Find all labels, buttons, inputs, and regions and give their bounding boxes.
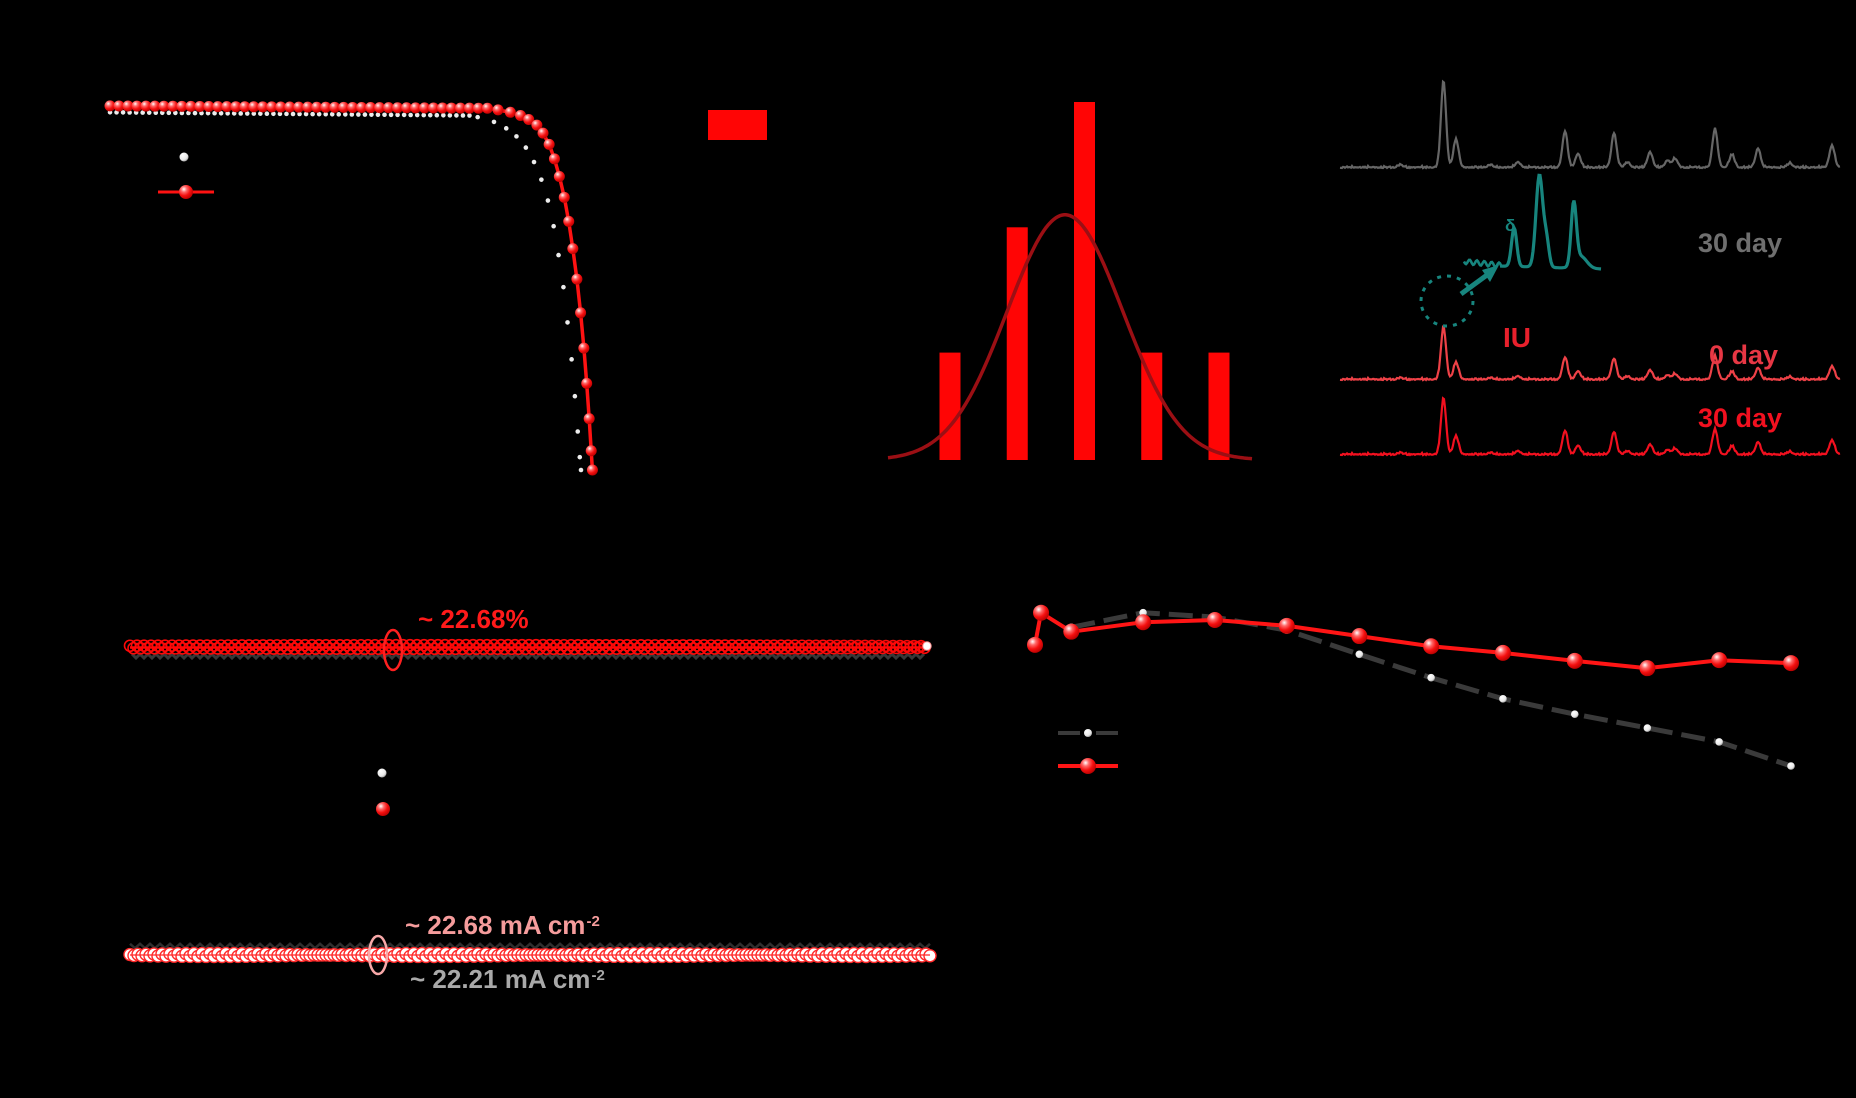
pce-band-control xyxy=(130,651,926,661)
xrd-iu-30day-label: 30 day xyxy=(1698,403,1783,433)
aging-legend-control-marker-icon xyxy=(1084,729,1092,737)
inset-arrowhead-icon xyxy=(1482,265,1499,282)
pce-band-endpoint xyxy=(922,641,932,651)
steady-legend-iu-marker-icon xyxy=(376,802,390,816)
histogram-bar xyxy=(1006,227,1028,460)
histogram-legend-swatch xyxy=(708,110,767,140)
steady-state-chart xyxy=(123,628,937,976)
jv-legend xyxy=(158,152,214,199)
delta-phase-label: δ xyxy=(1505,216,1516,235)
jsc-control-annotation: ~ 22.21 mA cm-2 xyxy=(410,966,605,992)
aging-chart xyxy=(1027,604,1799,770)
dashed-circle-icon xyxy=(1419,274,1475,328)
jv-legend-iu-marker-icon xyxy=(179,185,193,199)
pce-ellipse-annotation xyxy=(382,628,404,672)
histogram-bar xyxy=(1208,352,1230,460)
xrd-iu-0day-label: 0 day xyxy=(1709,340,1779,370)
inset-arrow-icon xyxy=(1459,272,1489,297)
jsc-iu-annotation-sup: -2 xyxy=(586,912,600,930)
jsc-control-annotation-sup: -2 xyxy=(591,966,605,984)
jsc-iu-annotation: ~ 22.68 mA cm-2 xyxy=(405,912,600,938)
xrd-control-30day-label: 30 day xyxy=(1698,228,1783,258)
xrd-trace-control-30day xyxy=(1339,79,1841,170)
jv-chart xyxy=(104,100,598,476)
aging-legend xyxy=(1058,729,1118,774)
jsc-ellipse-annotation xyxy=(367,934,389,976)
histogram-bar xyxy=(939,352,961,460)
jsc-band-iu xyxy=(123,946,937,964)
pce-annotation: ~ 22.68% xyxy=(418,604,529,634)
xrd-chart xyxy=(1339,79,1841,457)
jv-legend-control-marker-icon xyxy=(179,152,189,162)
aging-line-control xyxy=(1070,610,1792,769)
histogram-gauss-fit xyxy=(887,213,1253,461)
xrd-trace-iu-0day xyxy=(1339,325,1841,382)
jsc-control-annotation-text: ~ 22.21 mA cm xyxy=(410,964,591,994)
xrd-delta-inset-trace xyxy=(1500,173,1602,271)
jsc-band-control xyxy=(129,942,931,950)
pce-histogram-chart xyxy=(708,102,1253,461)
histogram-bar xyxy=(1141,352,1163,460)
pce-band-iu xyxy=(123,638,931,656)
jsc-iu-annotation-text: ~ 22.68 mA cm xyxy=(405,910,586,940)
histogram-bar xyxy=(1074,102,1095,460)
xrd-trace-iu-30day xyxy=(1339,396,1841,457)
aging-legend-iu-marker-icon xyxy=(1080,758,1096,774)
steady-legend-control-marker-icon xyxy=(377,768,387,778)
molecule-label: IU xyxy=(1503,322,1531,353)
